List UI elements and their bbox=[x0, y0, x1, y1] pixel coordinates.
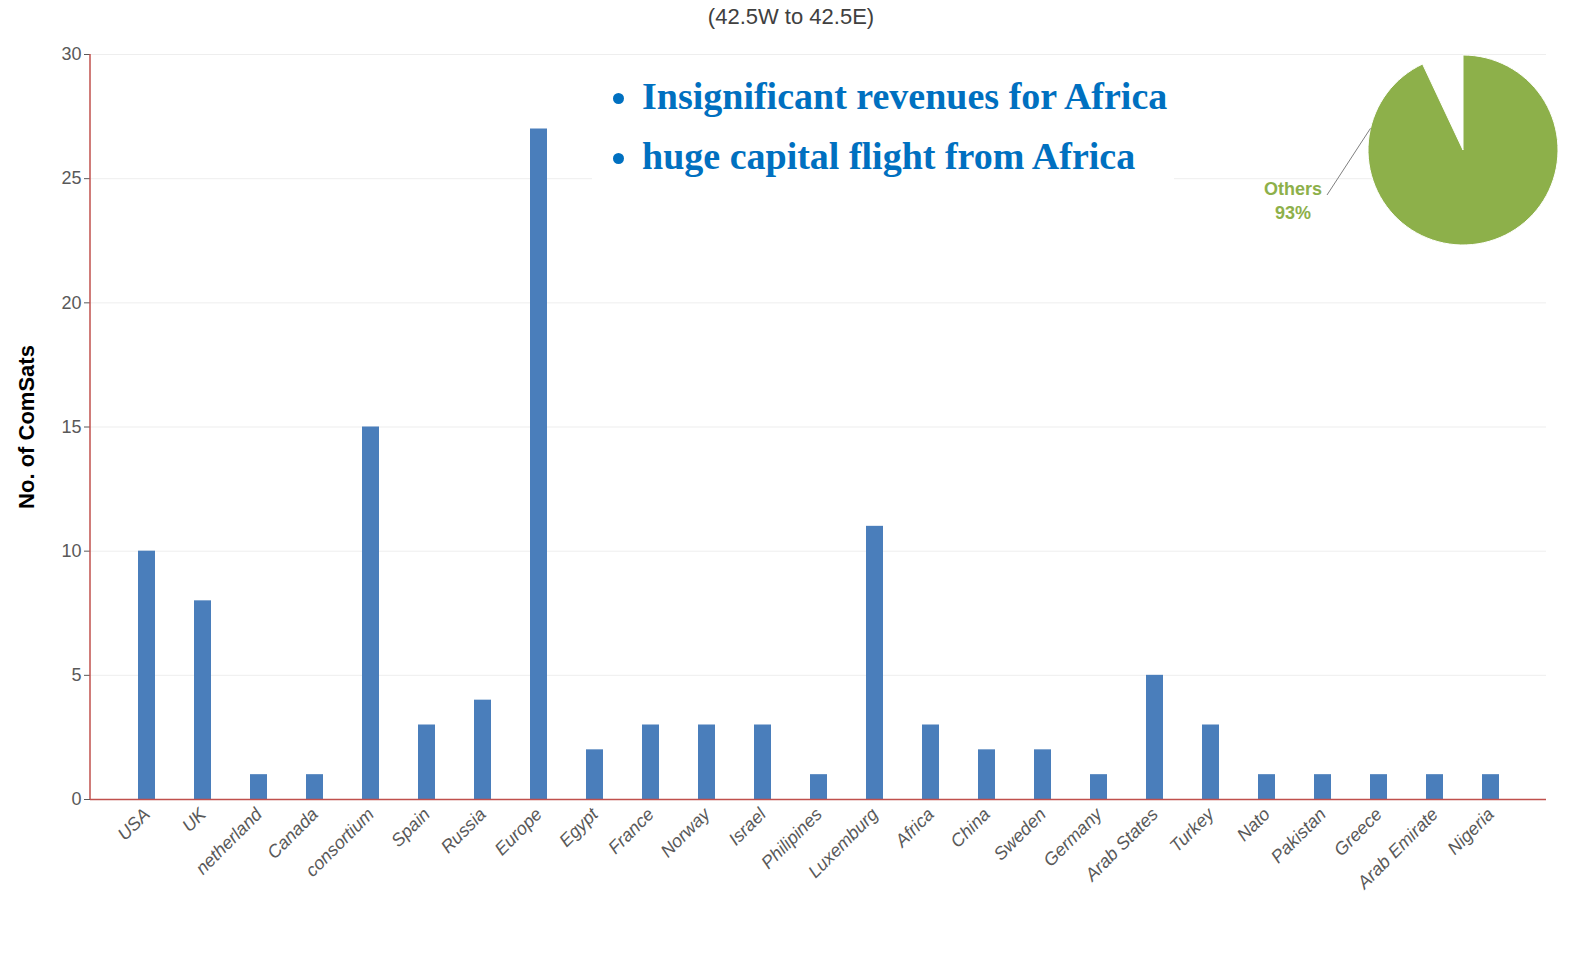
svg-text:10: 10 bbox=[61, 541, 81, 561]
svg-text:UK: UK bbox=[178, 803, 211, 836]
svg-text:93%: 93% bbox=[1275, 203, 1311, 223]
svg-text:Nigeria: Nigeria bbox=[1443, 804, 1497, 858]
svg-text:30: 30 bbox=[61, 44, 81, 64]
svg-text:Others: Others bbox=[1264, 179, 1322, 199]
svg-text:Arab Emirate: Arab Emirate bbox=[1353, 804, 1442, 893]
svg-text:Arab States: Arab States bbox=[1081, 804, 1162, 885]
svg-text:Greece: Greece bbox=[1330, 804, 1386, 860]
svg-text:20: 20 bbox=[61, 293, 81, 313]
svg-text:China: China bbox=[947, 804, 994, 851]
svg-text:netherland: netherland bbox=[192, 803, 267, 878]
svg-text:Canada: Canada bbox=[263, 804, 322, 863]
svg-text:Russia: Russia bbox=[437, 804, 490, 857]
svg-text:Nato: Nato bbox=[1233, 804, 1274, 845]
svg-text:consortium: consortium bbox=[302, 804, 378, 880]
svg-text:France: France bbox=[604, 804, 658, 858]
svg-text:25: 25 bbox=[61, 168, 81, 188]
svg-text:Turkey: Turkey bbox=[1166, 803, 1219, 856]
svg-text:15: 15 bbox=[61, 417, 81, 437]
svg-text:0: 0 bbox=[71, 789, 81, 809]
svg-text:Germany: Germany bbox=[1039, 804, 1106, 871]
svg-text:USA: USA bbox=[114, 804, 154, 844]
svg-text:Norway: Norway bbox=[657, 803, 715, 861]
svg-text:Egypt: Egypt bbox=[555, 803, 602, 850]
svg-text:Philipines: Philipines bbox=[757, 804, 826, 873]
svg-text:Luxemburg: Luxemburg bbox=[804, 804, 882, 882]
svg-text:Africa: Africa bbox=[891, 804, 938, 851]
svg-text:5: 5 bbox=[71, 665, 81, 685]
html-text:Insignificant revenues for Afr: Insignificant revenues for Africa bbox=[642, 75, 1168, 117]
html-text:huge capital flight from Afric: huge capital flight from Africa bbox=[642, 134, 1136, 177]
html-text:(42.5W to 42.5E): (42.5W to 42.5E) bbox=[707, 4, 875, 29]
svg-text:Israel: Israel bbox=[725, 803, 771, 849]
svg-text:Sweden: Sweden bbox=[989, 804, 1050, 865]
svg-text:Spain: Spain bbox=[387, 804, 434, 851]
svg-text:Europe: Europe bbox=[491, 804, 546, 859]
svg-text:No. of ComSats: No. of ComSats bbox=[14, 345, 39, 509]
svg-text:Pakistan: Pakistan bbox=[1267, 804, 1330, 867]
